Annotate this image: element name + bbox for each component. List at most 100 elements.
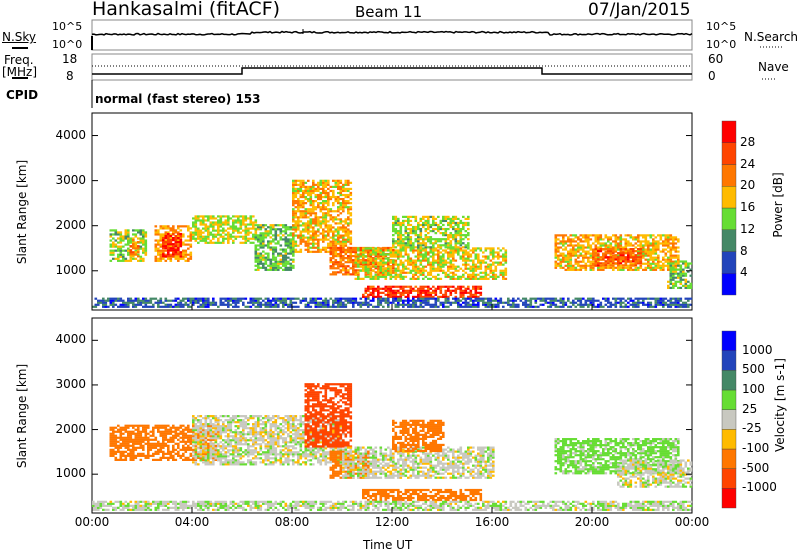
power-cell [284, 228, 288, 231]
power-cell [297, 244, 300, 247]
power-cell [154, 225, 158, 228]
power-cell [242, 235, 245, 238]
velocity-cell [147, 438, 150, 441]
power-cell [334, 234, 338, 237]
power-cell [449, 255, 453, 258]
power-cell [554, 297, 558, 300]
power-cell [332, 240, 335, 243]
power-cell [317, 242, 320, 245]
power-cell [424, 289, 428, 292]
power-cell [654, 297, 658, 300]
power-cell [227, 297, 230, 300]
power-cell [619, 250, 623, 253]
power-cell [214, 229, 218, 232]
velocity-cell [134, 434, 138, 437]
velocity-cell [142, 452, 145, 455]
power-cell [334, 252, 338, 256]
power-cell [567, 305, 570, 308]
power-cell [622, 264, 625, 267]
velocity-cell [152, 428, 155, 431]
power-cell [687, 299, 690, 302]
power-cell [267, 305, 270, 308]
power-cell [257, 260, 260, 263]
power-cell [379, 267, 383, 270]
power-cell [242, 241, 245, 244]
power-cell [554, 248, 558, 251]
velocity-cell [114, 444, 118, 447]
power-cell [157, 239, 160, 242]
power-cell [124, 301, 128, 304]
power-cell [224, 215, 228, 218]
power-cell [402, 247, 405, 250]
power-cell [439, 219, 443, 223]
power-cell [257, 234, 260, 237]
power-cell [182, 303, 185, 306]
power-cell [654, 299, 658, 302]
power-cell [437, 215, 440, 218]
power-cell [649, 242, 653, 245]
power-cell [342, 200, 345, 203]
power-cell [354, 259, 358, 262]
power-cell [444, 215, 448, 218]
power-cell [499, 261, 503, 264]
power-cell [479, 265, 483, 268]
power-cell [227, 215, 230, 218]
power-cell [344, 240, 348, 243]
power-cell [274, 301, 278, 304]
power-cell [309, 200, 313, 203]
power-cell [319, 222, 323, 225]
power-cell [237, 301, 240, 304]
power-cell [157, 249, 160, 252]
power-cell [154, 229, 158, 232]
power-cell [484, 277, 488, 280]
power-cell [659, 260, 663, 263]
velocity-cell [129, 438, 133, 441]
power-cell [577, 236, 580, 239]
power-cell [354, 263, 358, 266]
power-cell [102, 303, 105, 306]
power-cell [602, 248, 605, 251]
power-cell [572, 303, 575, 306]
power-cell [222, 235, 225, 238]
power-cell [404, 227, 408, 231]
power-cell [414, 269, 418, 272]
power-cell [119, 255, 123, 258]
velocity-cell [129, 456, 133, 459]
power-cell [494, 297, 498, 300]
power-cell [292, 191, 295, 195]
power-cell [137, 237, 140, 240]
power-cell [672, 260, 675, 263]
power-cell [684, 286, 688, 289]
power-cell [402, 242, 405, 245]
power-cell [369, 248, 373, 252]
power-cell [342, 204, 345, 207]
power-cell [362, 251, 365, 254]
power-cell [672, 254, 675, 257]
power-cell [504, 259, 508, 262]
power-cell [427, 251, 430, 254]
power-cell [124, 229, 128, 232]
velocity-cell [122, 436, 125, 439]
power-cell [354, 261, 358, 264]
power-cell [559, 266, 563, 269]
power-cell [319, 181, 323, 184]
power-cell [144, 301, 148, 304]
power-cell [582, 297, 585, 300]
velocity-cell [147, 442, 150, 445]
power-cell [672, 264, 675, 267]
power-cell [382, 269, 385, 272]
power-cell [169, 229, 173, 232]
power-cell [457, 275, 460, 278]
power-cell [117, 237, 120, 240]
power-cell [367, 257, 370, 260]
power-cell [317, 244, 320, 247]
power-cell [294, 195, 298, 199]
power-cell [339, 244, 343, 247]
power-cell [344, 206, 348, 209]
power-cell [489, 267, 493, 270]
power-cell [464, 253, 468, 256]
power-cell [654, 266, 658, 269]
power-cell [112, 229, 115, 232]
power-cell [292, 238, 295, 241]
power-cell [294, 216, 298, 219]
